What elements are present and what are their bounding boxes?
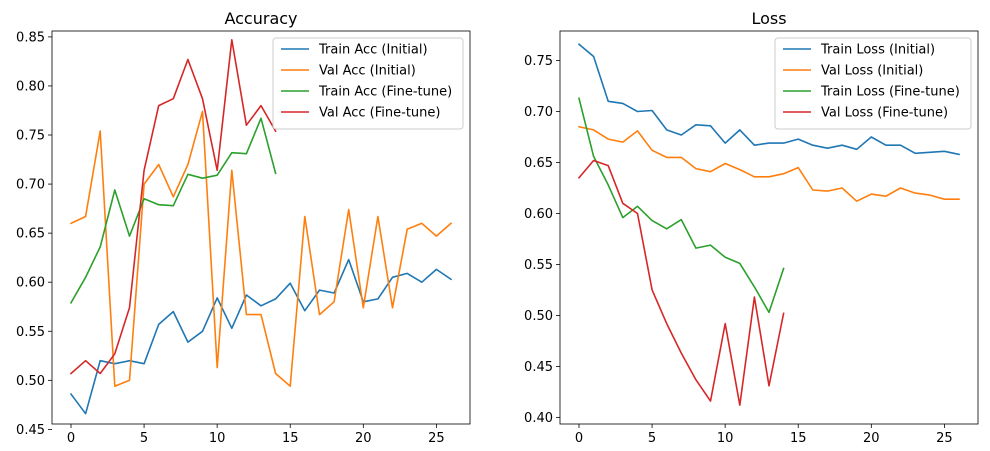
y-tick-label: 0.50 xyxy=(16,374,45,389)
legend-label: Val Loss (Fine-tune) xyxy=(821,106,948,121)
y-tick-label: 0.70 xyxy=(524,105,553,120)
y-tick-label: 0.65 xyxy=(16,227,45,242)
y-tick-label: 0.80 xyxy=(16,79,45,94)
y-tick-label: 0.45 xyxy=(16,423,45,438)
x-tick-label: 0 xyxy=(67,431,75,446)
accuracy-chart: Accuracy 0 5 10 15 20 250.450.500.550.600.650… xyxy=(16,9,471,446)
series-line xyxy=(69,38,277,375)
x-tick-label: 25 xyxy=(936,431,953,446)
axis-ticks: 0 5 10 15 20 25 0.40 0.45 0.50 0.55 0.60 0.65 0.70 0.… xyxy=(524,54,953,446)
legend: Train Acc (Initial) Val Acc (Initial) Trai… xyxy=(272,37,464,130)
x-tick-label: 10 xyxy=(717,431,734,446)
series-lines xyxy=(577,43,960,406)
x-tick-label: 15 xyxy=(282,431,299,446)
y-tick-label: 0.55 xyxy=(16,325,45,340)
legend-label: Val Acc (Fine-tune) xyxy=(319,106,440,121)
chart-title: Loss xyxy=(751,9,786,28)
x-tick-label: 0 xyxy=(575,431,583,446)
legend-frame xyxy=(774,37,972,130)
y-tick-label: 0.70 xyxy=(16,178,45,193)
series-line xyxy=(577,159,785,406)
legend-label: Val Loss (Initial) xyxy=(821,64,923,79)
legend: Train Loss (Initial) Val Loss (Initial) Tr… xyxy=(774,37,972,130)
axis-ticks: 0 5 10 15 20 25 0.45 0.50 0.55 0.60 0.65 0.70 0.75 0.… xyxy=(16,30,445,446)
y-tick-label: 0.50 xyxy=(524,309,553,324)
y-tick-label: 0.40 xyxy=(524,411,553,426)
series-lines xyxy=(69,38,453,415)
x-tick-label: 5 xyxy=(140,431,148,446)
plot-frame xyxy=(559,30,979,425)
x-tick-label: 5 xyxy=(648,431,656,446)
y-tick-label: 0.60 xyxy=(524,207,553,222)
x-tick-label: 10 xyxy=(209,431,226,446)
series-line xyxy=(69,117,277,304)
y-tick-label: 0.45 xyxy=(524,360,553,375)
y-tick-label: 0.85 xyxy=(16,30,45,45)
legend-frame xyxy=(272,37,464,130)
y-tick-label: 0.75 xyxy=(524,54,553,69)
legend-label: Train Acc (Fine-tune) xyxy=(318,85,452,100)
x-tick-label: 25 xyxy=(428,431,445,446)
series-line xyxy=(69,110,453,388)
y-tick-label: 0.55 xyxy=(524,258,553,273)
legend-label: Train Loss (Initial) xyxy=(820,43,935,58)
plot-frame xyxy=(51,30,471,425)
series-line xyxy=(577,43,960,156)
x-tick-label: 20 xyxy=(355,431,372,446)
chart-title: Accuracy xyxy=(224,9,297,28)
x-tick-label: 20 xyxy=(863,431,880,446)
y-tick-label: 0.75 xyxy=(16,129,45,144)
y-tick-label: 0.65 xyxy=(524,156,553,171)
loss-chart: Loss 0 5 10 15 20 250.400.450.500.550.600.650… xyxy=(524,9,979,446)
series-line xyxy=(578,97,785,314)
series-line xyxy=(578,125,960,202)
series-line xyxy=(69,258,453,415)
x-tick-label: 15 xyxy=(790,431,807,446)
legend-label: Val Acc (Initial) xyxy=(319,64,416,79)
y-tick-label: 0.60 xyxy=(16,276,45,291)
legend-label: Train Loss (Fine-tune) xyxy=(820,85,960,100)
legend-label: Train Acc (Initial) xyxy=(318,43,428,58)
